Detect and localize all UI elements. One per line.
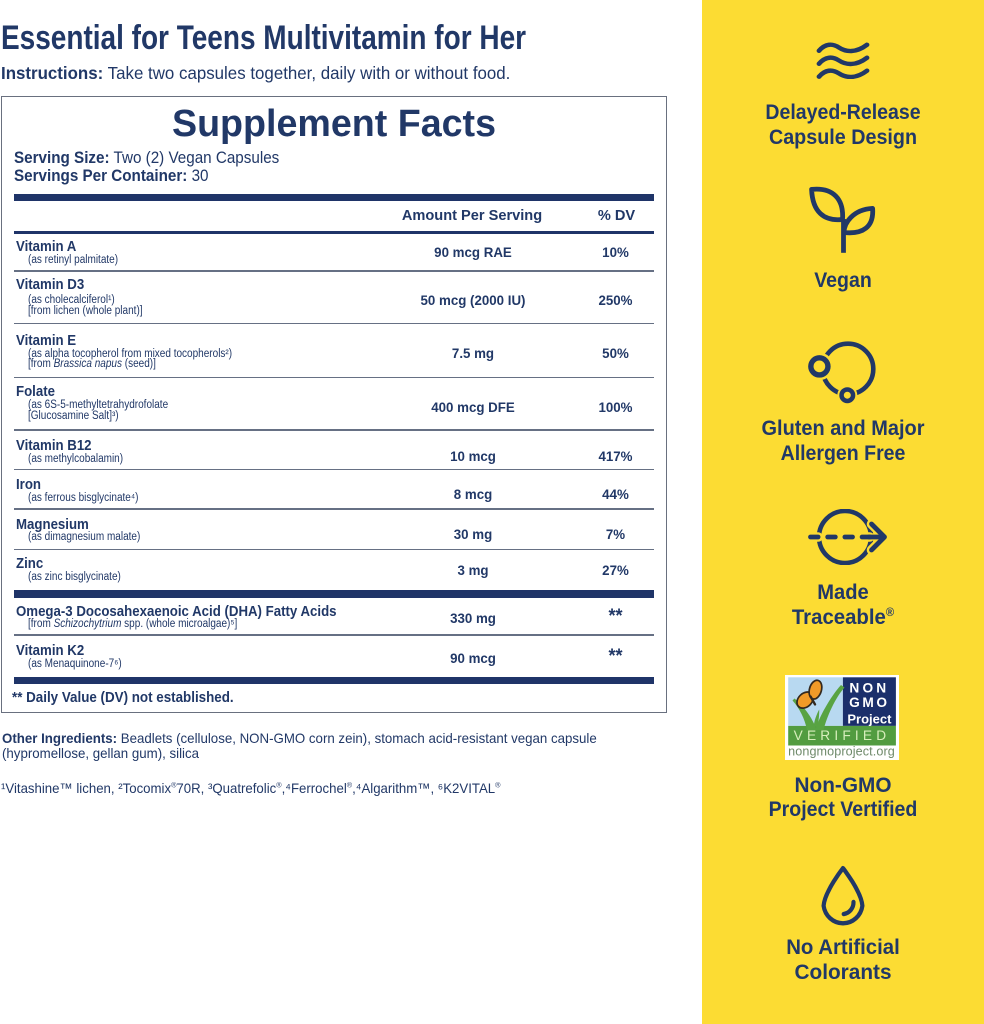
svg-text:VERIFIED: VERIFIED <box>793 728 890 743</box>
svg-text:GMO: GMO <box>849 695 890 710</box>
svg-text:nongmoproject.org: nongmoproject.org <box>788 744 895 758</box>
svg-text:NON: NON <box>849 680 889 695</box>
svg-text:Project: Project <box>847 711 892 726</box>
